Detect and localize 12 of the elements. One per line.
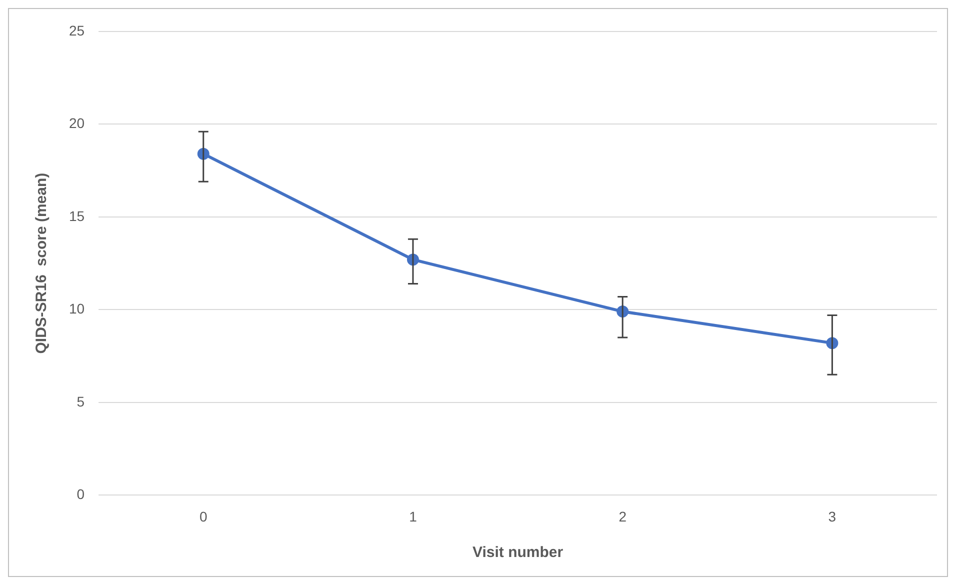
x-tick-label: 3 [828,508,836,524]
y-tick-label: 20 [68,115,85,132]
y-tick-label: 10 [68,300,85,317]
x-axis-title: Visit number [472,544,564,562]
y-tick-label: 25 [68,22,85,38]
x-tick-label: 2 [618,508,627,524]
y-tick-label: 0 [76,486,85,502]
y-tick-label: 5 [76,393,85,410]
x-tick-label: 1 [409,508,418,524]
x-tick-label: 0 [199,508,208,524]
y-axis-title: QIDS-SR16 score (mean) [33,172,50,354]
y-tick-label: 15 [68,208,85,224]
